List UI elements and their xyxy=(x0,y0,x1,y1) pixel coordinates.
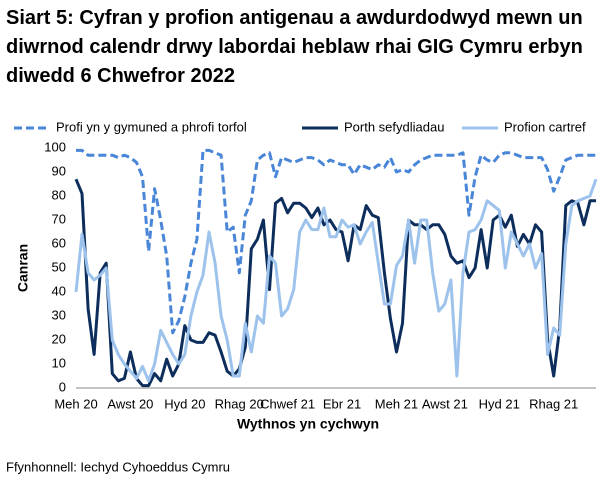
y-tick-label: 50 xyxy=(52,259,66,274)
y-tick-label: 0 xyxy=(59,379,66,394)
series-line xyxy=(76,148,596,335)
x-tick-label: Hyd 20 xyxy=(164,396,205,411)
y-axis-title: Canran xyxy=(15,244,31,292)
y-tick-label: 100 xyxy=(44,139,66,154)
x-tick-label: Rhag 20 xyxy=(215,396,264,411)
legend-label: Profion cartref xyxy=(504,119,586,134)
legend-label: Profi yn y gymuned a phrofi torfol xyxy=(56,119,247,134)
y-tick-label: 20 xyxy=(52,331,66,346)
x-tick-label: Meh 21 xyxy=(375,396,418,411)
x-tick-label: Meh 20 xyxy=(54,396,97,411)
x-tick-label: Rhag 21 xyxy=(529,396,578,411)
x-tick-label: Chwef 21 xyxy=(260,396,315,411)
x-tick-label: Awst 21 xyxy=(422,396,468,411)
chart-title: Siart 5: Cyfran y profion antigenau a aw… xyxy=(6,7,583,87)
y-tick-label: 40 xyxy=(52,283,66,298)
x-tick-label: Awst 20 xyxy=(107,396,153,411)
source: Ffynhonnell: Iechyd Cyhoeddus Cymru xyxy=(6,459,230,474)
y-tick-label: 30 xyxy=(52,307,66,322)
x-axis-title: Wythnos yn cychwyn xyxy=(237,416,379,432)
y-tick-label: 90 xyxy=(52,163,66,178)
x-tick-label: Hyd 21 xyxy=(479,396,520,411)
x-tick-label: Ebr 21 xyxy=(323,396,361,411)
y-tick-label: 80 xyxy=(52,187,66,202)
y-tick-label: 70 xyxy=(52,211,66,226)
y-tick-label: 10 xyxy=(52,355,66,370)
legend-label: Porth sefydliadau xyxy=(344,119,444,134)
y-tick-label: 60 xyxy=(52,235,66,250)
series-line xyxy=(74,178,598,383)
series-line xyxy=(74,178,596,388)
